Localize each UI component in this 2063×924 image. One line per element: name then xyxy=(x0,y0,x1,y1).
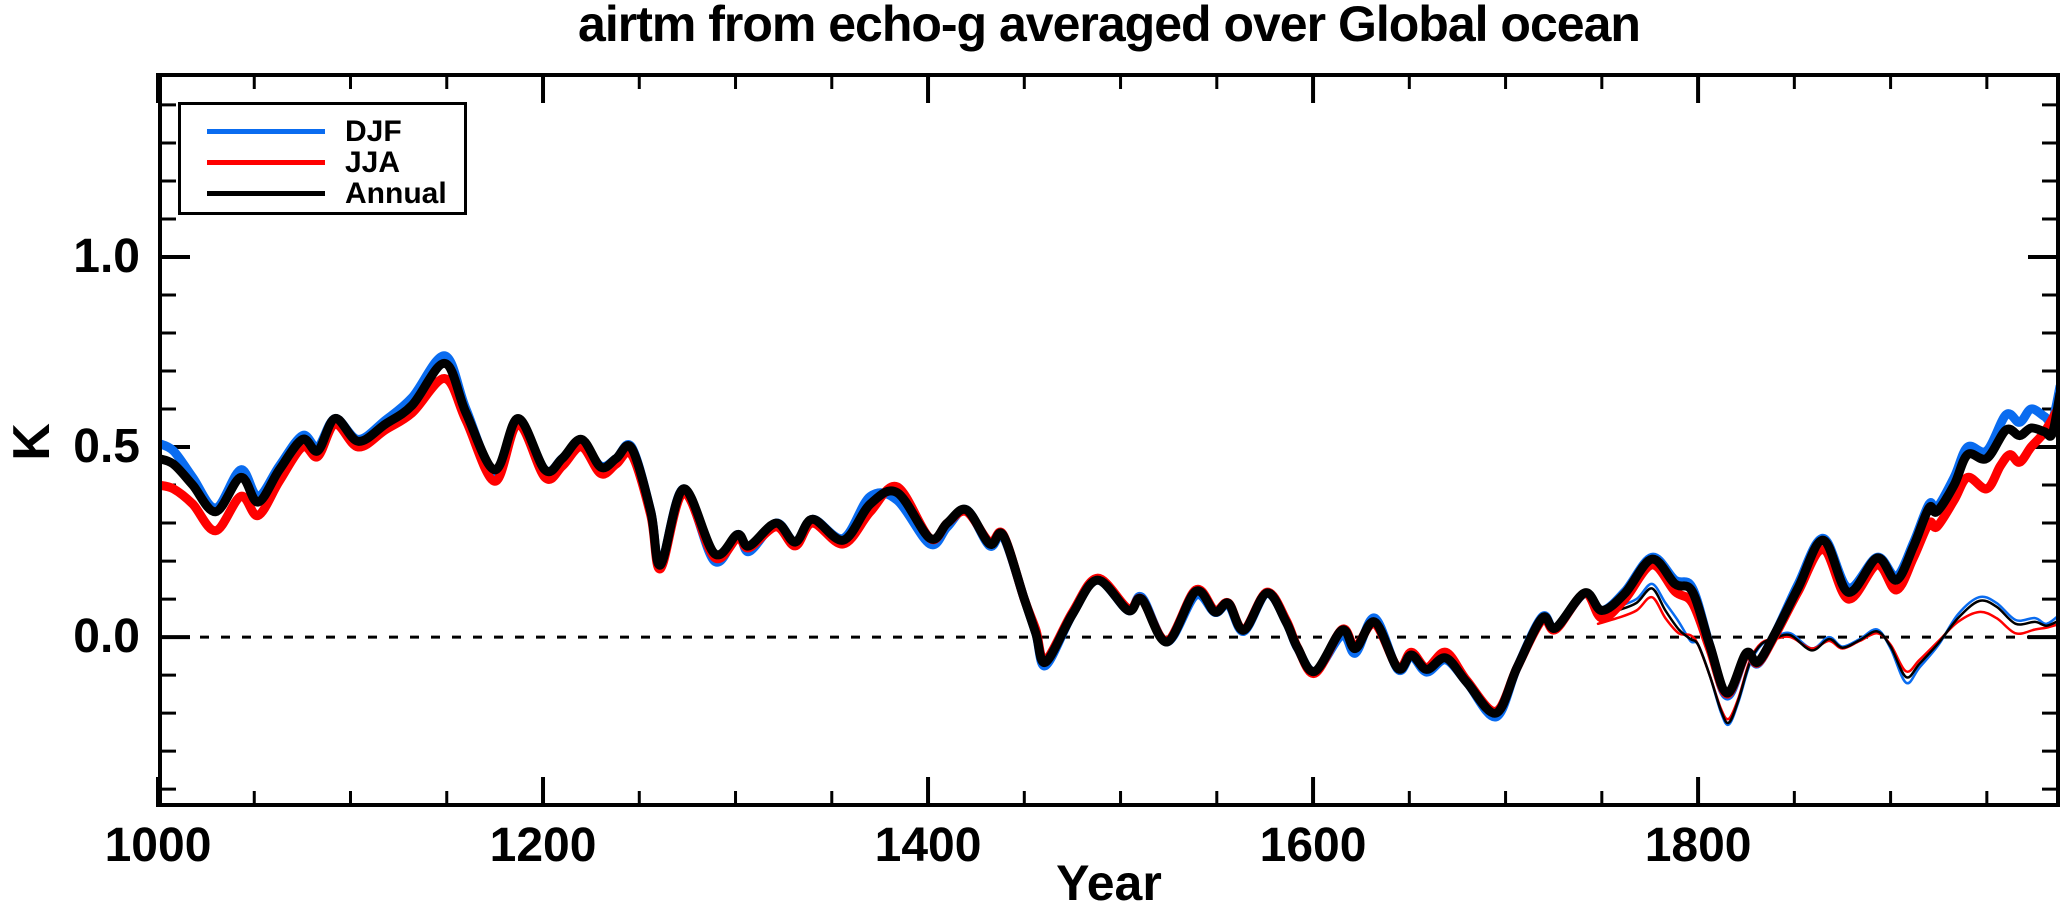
plot-frame xyxy=(158,73,2060,807)
x-tick-label-1000: 1000 xyxy=(104,819,212,872)
y-tick-label-1.0: 1.0 xyxy=(73,229,140,283)
x-tick-label-1600: 1600 xyxy=(1259,819,1367,872)
chart-title: airtm from echo-g averaged over Global o… xyxy=(578,0,1641,52)
x-tick-label-1400: 1400 xyxy=(874,819,982,872)
series-Annual-path xyxy=(160,358,2058,718)
legend-label-jja: JJA xyxy=(345,146,401,179)
y-tick-label-0.0: 0.0 xyxy=(73,610,140,664)
series-JJA-path xyxy=(160,374,2058,716)
series-DJF-path xyxy=(160,351,2058,722)
y-tick-label-0.5: 0.5 xyxy=(73,420,140,474)
x-tick-label-1800: 1800 xyxy=(1644,819,1752,872)
legend-line-djf xyxy=(207,129,325,134)
x-axis-title: Year xyxy=(1056,855,1162,911)
legend-line-annual xyxy=(207,191,325,196)
series-DJF-thin-path xyxy=(1596,582,2058,727)
x-tick-label-1200: 1200 xyxy=(489,819,597,872)
series-group xyxy=(160,351,2058,727)
legend-line-jja xyxy=(207,160,325,165)
legend-label-annual: Annual xyxy=(345,177,447,210)
legend-label-djf: DJF xyxy=(345,115,402,148)
legend-box: DJF JJA Annual xyxy=(178,102,467,215)
series-Annual-thin-path xyxy=(1596,587,2058,725)
